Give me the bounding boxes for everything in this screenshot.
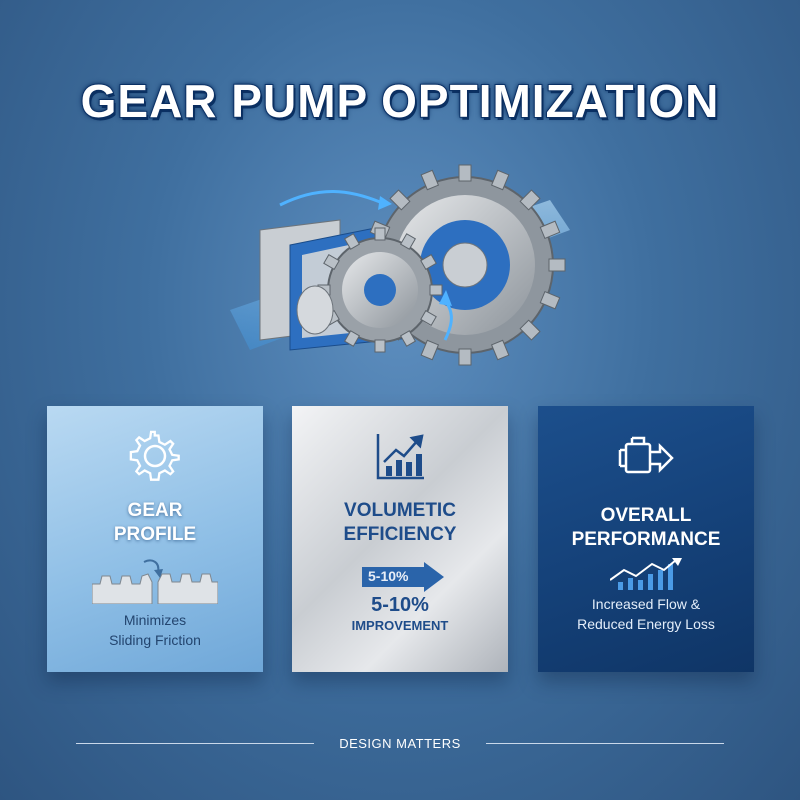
meshing-gears-icon bbox=[92, 559, 218, 604]
gear-profile-card: GEAR PROFILE Minimizes Sliding Friction bbox=[47, 406, 263, 672]
card-title: GEAR PROFILE bbox=[113, 500, 197, 545]
footer-tagline: DESIGN MATTERS bbox=[339, 736, 461, 751]
pump-motor-icon bbox=[618, 436, 674, 474]
card-description: Minimizes Sliding Friction bbox=[109, 612, 201, 648]
improvement-value: 5-10% bbox=[371, 594, 429, 616]
improvement-label: IMPROVEMENT bbox=[351, 618, 449, 633]
footer-divider-left bbox=[76, 743, 314, 744]
card-title: VOLUMETIC EFFICIENCY bbox=[343, 500, 457, 545]
flow-arrow-in bbox=[279, 190, 381, 207]
footer-divider-right bbox=[486, 743, 724, 744]
shaft-end bbox=[296, 285, 334, 335]
improvement-arrow-badge: 5-10% bbox=[362, 562, 444, 592]
card-description: Increased Flow & Reduced Energy Loss bbox=[577, 596, 715, 632]
small-gear bbox=[317, 227, 443, 353]
volumetric-efficiency-card: VOLUMETIC EFFICIENCY 5-10% 5-10% IMPROVE… bbox=[292, 406, 508, 672]
growth-chart-icon bbox=[610, 558, 682, 590]
overall-performance-card: OVERALL PERFORMANCE Increased Flow & Red… bbox=[538, 406, 754, 672]
gear-pump-illustration bbox=[230, 164, 570, 366]
gear-icon bbox=[129, 430, 180, 481]
bar-chart-trend-icon bbox=[376, 434, 424, 480]
card-title: OVERALL PERFORMANCE bbox=[571, 505, 721, 550]
page-title: GEAR PUMP OPTIMIZATION bbox=[80, 74, 720, 128]
